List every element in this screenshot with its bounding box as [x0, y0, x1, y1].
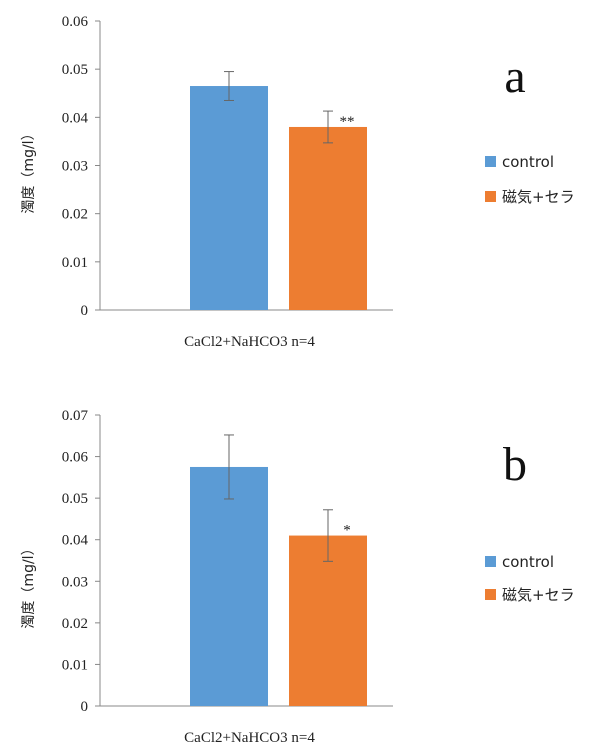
y-tick-label: 0.01: [62, 255, 88, 271]
y-tick-label: 0.01: [62, 657, 88, 673]
chart-panel-b: 0 0.01 0.02 0.03 0.04 0.05 0.06 0.07 濁度（mg/l） * Ca…: [21, 408, 575, 746]
y-tick-label: 0.02: [62, 616, 88, 632]
legend-swatch: [485, 556, 496, 567]
y-tick-label: 0: [81, 699, 89, 715]
y-tick-label: 0.03: [62, 574, 88, 590]
legend-swatch: [485, 191, 496, 202]
y-tick-label: 0.06: [62, 450, 89, 466]
chart-panel-a: 0 0.01 0.02 0.03 0.04 0.05 0.06 濁度（mg/l） ** CaCl2…: [21, 14, 575, 350]
y-tick-label: 0.07: [62, 408, 89, 424]
y-tick-label: 0.05: [62, 491, 88, 507]
legend-swatch: [485, 156, 496, 167]
y-tick-label: 0.06: [62, 14, 89, 30]
panel-label: b: [503, 438, 527, 491]
bar-treatment: [289, 126, 367, 310]
y-tick-label: 0.04: [62, 533, 89, 549]
y-tick-label: 0.03: [62, 159, 88, 175]
y-tick-label: 0.05: [62, 62, 88, 78]
legend-entry: control: [502, 153, 554, 171]
legend-entry: control: [502, 553, 554, 571]
legend-entry: 磁気+セラ: [502, 586, 575, 604]
x-category-label: CaCl2+NaHCO3 n=4: [184, 334, 315, 350]
significance-mark: **: [340, 114, 355, 130]
y-tick-label: 0.02: [62, 207, 88, 223]
significance-mark: *: [343, 523, 351, 539]
x-category-label: CaCl2+NaHCO3 n=4: [184, 730, 315, 746]
legend-entry: 磁気+セラ: [502, 188, 575, 206]
panel-label: a: [504, 50, 525, 103]
y-tick-label: 0: [81, 303, 89, 319]
bar-treatment: [289, 535, 367, 706]
bar-control: [190, 86, 268, 311]
y-axis-label: 濁度（mg/l）: [21, 126, 37, 213]
legend-swatch: [485, 589, 496, 600]
y-tick-label: 0.04: [62, 110, 89, 126]
y-axis-label: 濁度（mg/l）: [21, 541, 37, 628]
bar-control: [190, 466, 268, 706]
